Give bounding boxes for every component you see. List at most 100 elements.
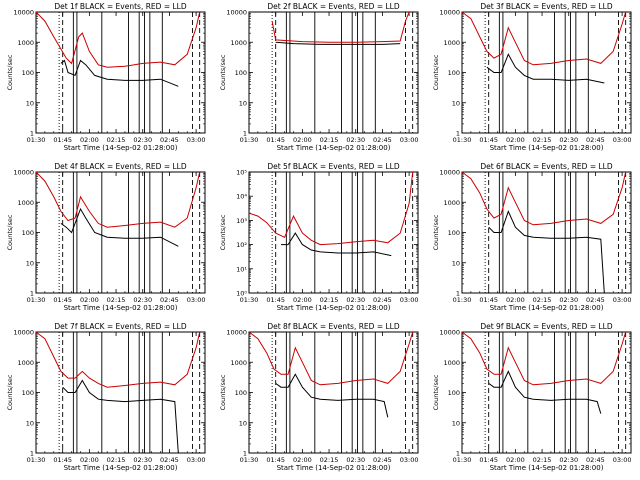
y-tick-label: 10000 [13, 329, 34, 337]
y-axis-label: Counts/sec [219, 54, 227, 90]
y-tick-label: 100 [22, 229, 34, 237]
x-axis-label: Start Time (14-Sep-02 01:28:00) [64, 144, 178, 152]
x-tick-label: 03:00 [187, 456, 206, 464]
x-axis-label: Start Time (14-Sep-02 01:28:00) [490, 464, 604, 472]
x-tick-label: 01:45 [479, 136, 498, 144]
x-tick-label: 02:15 [320, 456, 339, 464]
events-series-line [488, 210, 605, 294]
x-tick-label: 02:45 [373, 136, 392, 144]
x-tick-label: 02:00 [506, 136, 525, 144]
detector-panel-9: Det 9f BLACK = Events, RED = LLD 1 10 100 10… [432, 322, 632, 472]
y-tick-label: 10 [26, 99, 34, 107]
x-tick-label: 03:00 [613, 296, 632, 304]
x-tick-label: 01:30 [240, 296, 259, 304]
lld-series-line [248, 171, 414, 246]
x-tick-label: 02:00 [293, 456, 312, 464]
x-tick-label: 01:45 [266, 456, 285, 464]
y-tick-label: 1000 [17, 39, 34, 47]
x-tick-label: 01:30 [240, 136, 259, 144]
x-tick-label: 01:45 [479, 296, 498, 304]
lld-series-line [35, 11, 201, 68]
x-tick-label: 02:15 [320, 296, 339, 304]
plot-frame [35, 331, 206, 454]
y-tick-label: 10⁰ [236, 290, 247, 298]
y-tick-label: 10000 [439, 9, 460, 17]
y-tick-label: 10 [452, 259, 460, 267]
events-series-line [275, 373, 389, 418]
x-tick-label: 02:45 [160, 296, 179, 304]
y-tick-label: 10⁴ [236, 193, 247, 201]
detector-panel-2: Det 2f BLACK = Events, RED = LLD 1 10 100 10… [219, 2, 419, 152]
y-tick-label: 1000 [17, 359, 34, 367]
y-tick-label: 1000 [17, 199, 34, 207]
x-tick-label: 02:15 [320, 136, 339, 144]
panel-title: Det 3f BLACK = Events, RED = LLD [480, 2, 613, 11]
plot-frame [461, 11, 632, 134]
y-axis-label: Counts/sec [6, 214, 14, 250]
y-tick-label: 1 [30, 450, 34, 458]
y-tick-label: 100 [22, 389, 34, 397]
x-tick-label: 01:45 [53, 296, 72, 304]
x-tick-label: 02:45 [373, 456, 392, 464]
plot-frame [461, 171, 632, 294]
x-tick-label: 02:30 [346, 456, 365, 464]
y-tick-label: 10000 [226, 9, 247, 17]
x-tick-label: 02:45 [586, 456, 605, 464]
detector-panel-1: Det 1f BLACK = Events, RED = LLD 1 10 100 10… [6, 2, 206, 152]
x-tick-label: 03:00 [187, 296, 206, 304]
y-tick-label: 1000 [443, 39, 460, 47]
y-tick-label: 1 [456, 290, 460, 298]
x-axis-label: Start Time (14-Sep-02 01:28:00) [490, 144, 604, 152]
x-tick-label: 02:30 [133, 456, 152, 464]
x-tick-label: 01:30 [27, 296, 46, 304]
y-tick-label: 10⁵ [236, 169, 247, 177]
x-tick-label: 02:30 [346, 136, 365, 144]
y-tick-label: 10¹ [236, 265, 247, 273]
x-tick-label: 02:30 [133, 136, 152, 144]
x-tick-label: 03:00 [613, 456, 632, 464]
x-tick-label: 02:00 [80, 296, 99, 304]
events-series-line [488, 370, 602, 414]
y-tick-label: 10 [26, 259, 34, 267]
x-tick-label: 03:00 [400, 456, 419, 464]
x-tick-label: 02:30 [559, 136, 578, 144]
x-tick-label: 02:00 [80, 136, 99, 144]
y-tick-label: 10000 [226, 329, 247, 337]
y-tick-label: 1 [30, 290, 34, 298]
x-axis-label: Start Time (14-Sep-02 01:28:00) [277, 304, 391, 312]
plot-frame [35, 11, 206, 134]
y-tick-label: 10³ [236, 217, 247, 225]
y-tick-label: 1 [456, 130, 460, 138]
y-tick-label: 10 [26, 419, 34, 427]
y-tick-label: 100 [22, 69, 34, 77]
x-axis-label: Start Time (14-Sep-02 01:28:00) [277, 464, 391, 472]
x-tick-label: 01:30 [240, 456, 259, 464]
y-tick-label: 1 [243, 450, 247, 458]
panel-title: Det 8f BLACK = Events, RED = LLD [267, 322, 400, 331]
y-axis-label: Counts/sec [6, 54, 14, 90]
detector-panel-8: Det 8f BLACK = Events, RED = LLD 1 10 100 10… [219, 322, 419, 472]
y-axis-label: Counts/sec [219, 374, 227, 410]
x-tick-label: 01:30 [453, 136, 472, 144]
x-tick-label: 01:45 [53, 136, 72, 144]
y-tick-label: 1000 [443, 199, 460, 207]
x-tick-label: 02:45 [586, 136, 605, 144]
detector-panel-6: Det 6f BLACK = Events, RED = LLD 1 10 100 10… [432, 162, 632, 312]
x-tick-label: 01:45 [479, 456, 498, 464]
detector-panel-3: Det 3f BLACK = Events, RED = LLD 1 10 100 10… [432, 2, 632, 152]
plot-frame [461, 331, 632, 454]
x-axis-label: Start Time (14-Sep-02 01:28:00) [277, 144, 391, 152]
lld-series-line [248, 331, 414, 386]
y-tick-label: 1000 [230, 39, 247, 47]
events-series-line [486, 53, 605, 84]
x-tick-label: 03:00 [400, 296, 419, 304]
events-series-line [281, 232, 392, 257]
x-tick-label: 02:15 [107, 296, 126, 304]
x-tick-label: 01:30 [27, 136, 46, 144]
y-tick-label: 100 [448, 389, 460, 397]
y-tick-label: 10 [452, 419, 460, 427]
x-tick-label: 02:15 [533, 456, 552, 464]
y-tick-label: 1000 [230, 359, 247, 367]
y-tick-label: 10000 [13, 9, 34, 17]
